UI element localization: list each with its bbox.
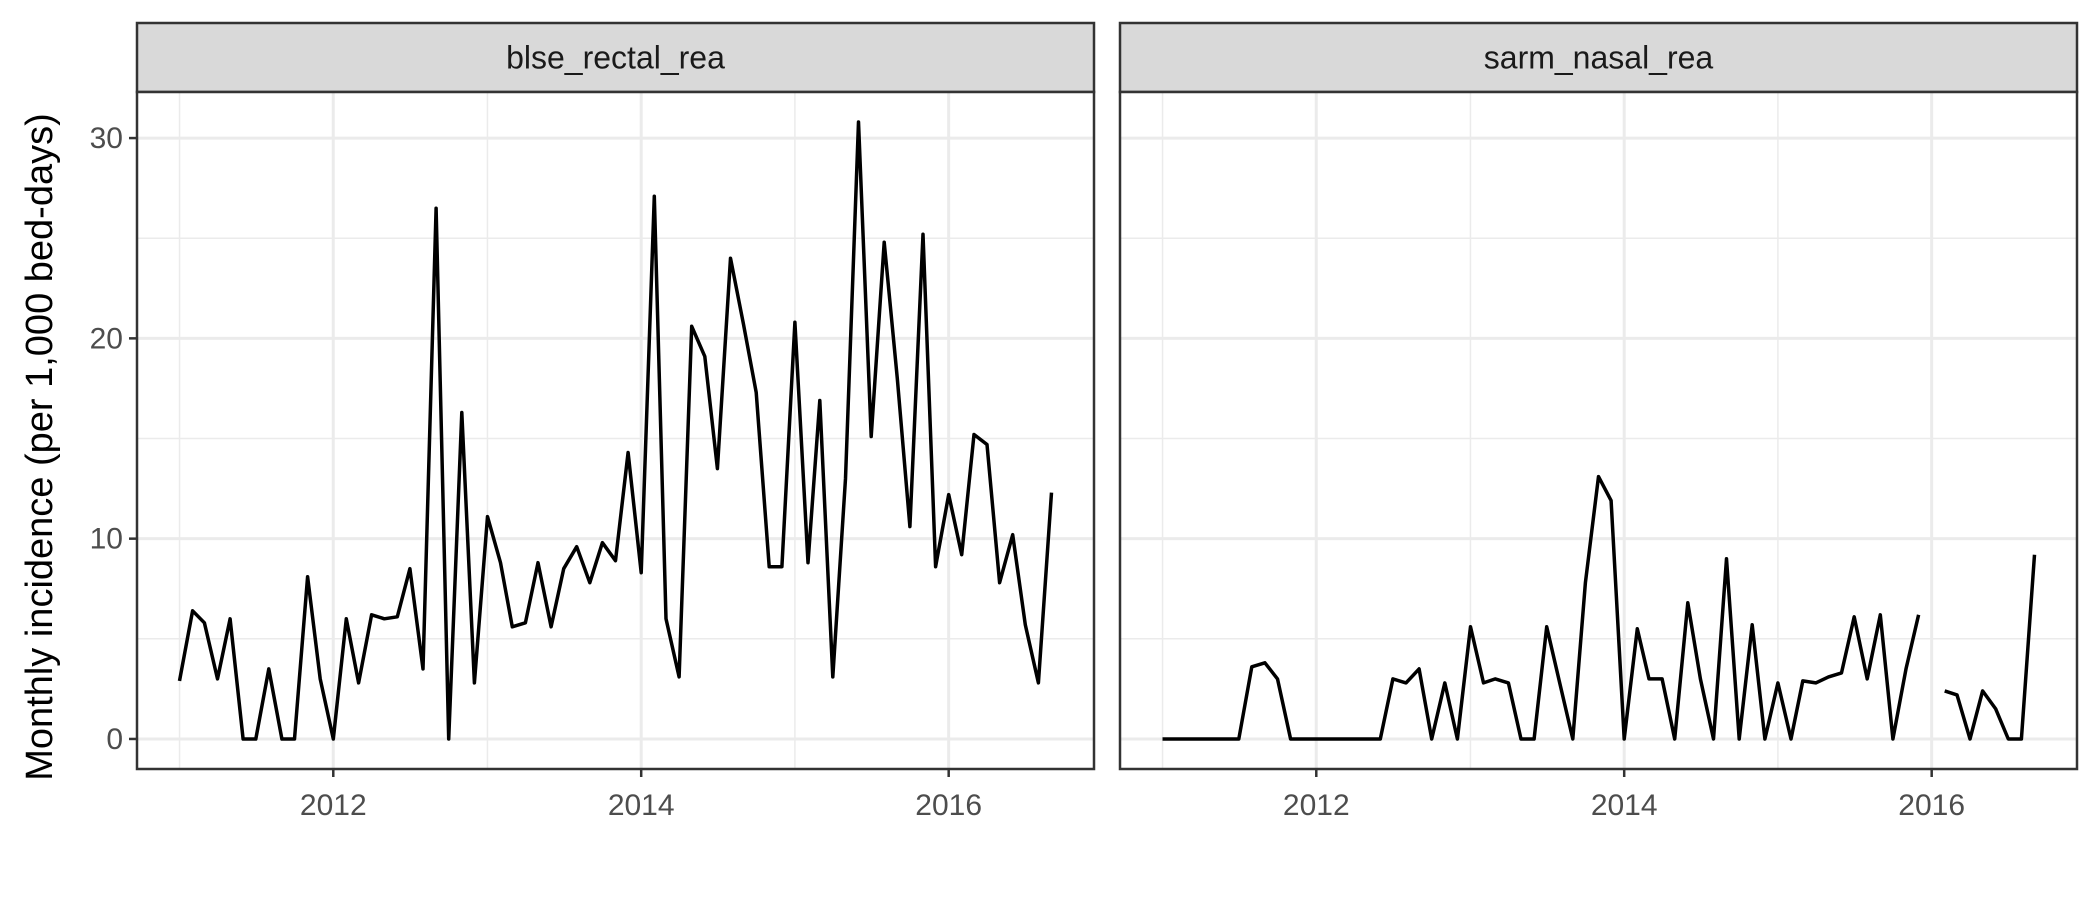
- y-tick-label: 10: [90, 523, 123, 556]
- facet-strip-label: blse_rectal_rea: [506, 40, 725, 76]
- y-tick-label: 0: [106, 723, 123, 756]
- x-tick-label: 2014: [608, 789, 675, 822]
- x-tick-label: 2016: [1898, 789, 1965, 822]
- facet-panels: blse_rectal_rea 2012 2014 2016 0 10 20 30 sarm_n…: [90, 21, 2079, 822]
- panel-border: [1118, 90, 2079, 771]
- series-line: [177, 120, 1054, 741]
- y-tick-label: 20: [90, 322, 123, 355]
- plot-area: [1120, 92, 2077, 769]
- y-axis-title: Monthly incidence (per 1,000 bed-days): [19, 113, 61, 781]
- facet-strip: [135, 21, 1096, 94]
- x-tick-label: 2016: [915, 789, 982, 822]
- x-tick-label: 2012: [1283, 789, 1350, 822]
- panel-border: [135, 90, 1096, 771]
- series-line: [1162, 474, 1921, 741]
- plot-area: [137, 92, 1094, 769]
- y-tick-label: 30: [90, 122, 123, 155]
- facet-strip: [1118, 21, 2079, 94]
- facet-strip-label: sarm_nasal_rea: [1484, 40, 1714, 76]
- facet-panel-1: blse_rectal_rea 2012 2014 2016 0 10 20 30: [90, 21, 1096, 822]
- facet-panel-2: sarm_nasal_rea 2012 2014 2016: [1118, 21, 2079, 822]
- series-line: [1944, 554, 2037, 741]
- x-tick-label: 2012: [300, 789, 367, 822]
- x-tick-label: 2014: [1591, 789, 1658, 822]
